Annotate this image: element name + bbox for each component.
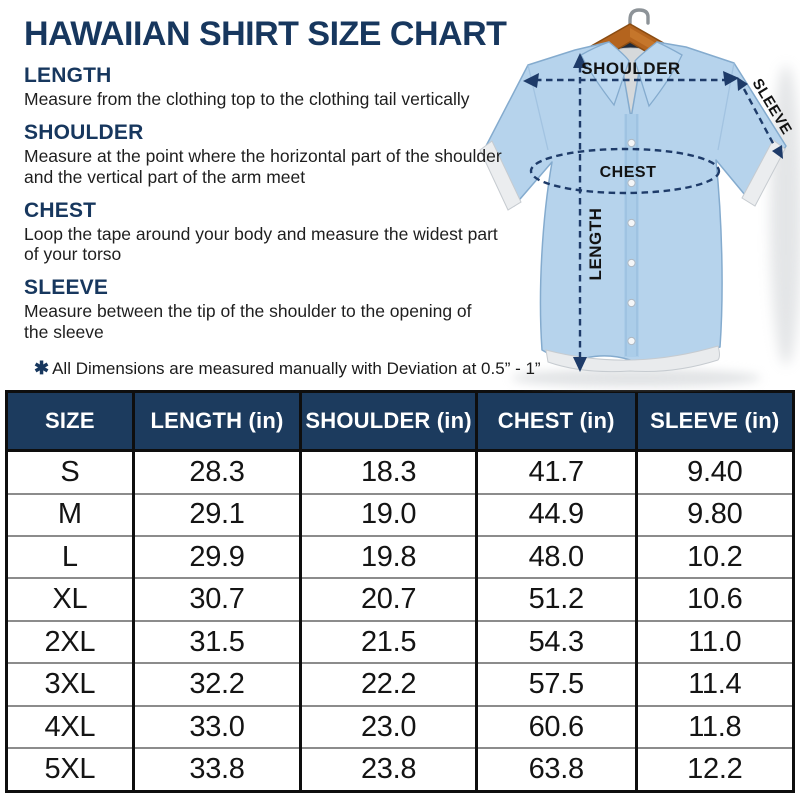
- table-row: 3XL 32.2 22.2 57.5 11.4: [6, 662, 794, 706]
- sleeve-cell: 10.6: [634, 577, 794, 621]
- table-row: 4XL 33.0 23.0 60.6 11.8: [6, 704, 794, 749]
- length-cell: 31.5: [131, 619, 301, 664]
- table-row: 5XL 33.8 23.8 63.8 12.2: [6, 747, 794, 792]
- shoulder-cell: 23.8: [299, 747, 477, 792]
- measure-guide: HAWAIIAN SHIRT SIZE CHART LENGTH Measure…: [24, 15, 541, 379]
- size-cell: 3XL: [6, 662, 134, 706]
- placket: [624, 114, 639, 357]
- size-cell: M: [6, 492, 134, 537]
- sleeve-cell: 11.8: [634, 704, 794, 749]
- chest-cell: 63.8: [474, 747, 637, 792]
- right-cuff: [741, 139, 786, 207]
- table-row: 2XL 31.5 21.5 54.3 11.0: [6, 619, 794, 664]
- chest-cell: 60.6: [474, 704, 637, 749]
- size-cell: L: [6, 535, 134, 579]
- length-arrow-up: [573, 53, 587, 68]
- length-arrow-down: [573, 357, 587, 372]
- sleeve-cell: 12.2: [634, 747, 794, 792]
- chest-cell: 44.9: [474, 492, 637, 537]
- chest-cell: 41.7: [474, 450, 637, 494]
- shoulder-cell: 18.3: [299, 450, 477, 494]
- sleeve-arrow-up: [737, 77, 748, 91]
- shirt-diagram: SHOULDER CHEST SLEEVE LENGTH: [479, 8, 800, 387]
- asterisk-icon: ✱: [34, 358, 50, 379]
- table-row: L 29.9 19.8 48.0 10.2: [6, 535, 794, 579]
- shoulder-cell: 19.8: [299, 535, 477, 579]
- size-cell: 4XL: [6, 704, 134, 749]
- length-cell: 28.3: [131, 450, 301, 494]
- length-cell: 30.7: [131, 577, 301, 621]
- size-cell: 2XL: [6, 619, 134, 664]
- table-header-row: SIZE LENGTH (in) SHOULDER (in) CHEST (in…: [6, 391, 794, 452]
- chest-description: Loop the tape around your body and measu…: [24, 223, 498, 265]
- collar-left: [580, 41, 630, 107]
- size-cell: 5XL: [6, 747, 134, 792]
- length-cell: 33.8: [131, 747, 301, 792]
- col-header-sleeve: SLEEVE (in): [634, 391, 794, 452]
- shoulder-cell: 19.0: [299, 492, 477, 537]
- table-row: XL 30.7 20.7 51.2 10.6: [6, 577, 794, 621]
- shoulder-term: SHOULDER: [24, 121, 144, 145]
- measurement-lines: [529, 66, 777, 360]
- shirt-illustration: SHOULDER CHEST SLEEVE LENGTH: [478, 0, 800, 392]
- shoulder-cell: 21.5: [299, 619, 477, 664]
- sleeve-arrow-down: [772, 145, 783, 159]
- shadow-bottom: [511, 369, 761, 387]
- chest-ellipse: [529, 147, 721, 195]
- chest-cell: 51.2: [474, 577, 637, 621]
- chest-cell: 54.3: [474, 619, 637, 664]
- col-header-chest: CHEST (in): [474, 391, 637, 452]
- shoulder-description: Measure at the point where the horizonta…: [24, 146, 502, 187]
- shoulder-cell: 23.0: [299, 704, 477, 749]
- shoulder-arrow-left: [523, 73, 539, 88]
- sleeve-description: Measure between the tip of the shoulder …: [24, 300, 472, 342]
- shoulder-arrow-right: [723, 71, 739, 86]
- chest-term: CHEST: [24, 198, 97, 222]
- sleeve-cell: 9.80: [634, 492, 794, 537]
- sleeve-cell: 10.2: [634, 535, 794, 579]
- length-cell: 29.9: [131, 535, 301, 579]
- col-header-shoulder: SHOULDER (in): [299, 391, 477, 452]
- collar-right: [634, 41, 683, 108]
- sleeve-cell: 9.40: [634, 450, 794, 494]
- left-cuff: [479, 140, 522, 211]
- table-row: M 29.1 19.0 44.9 9.80: [6, 492, 794, 537]
- hem-lining: [545, 345, 720, 373]
- hanger-hook-icon: [628, 8, 650, 34]
- deviation-note: ✱ All Dimensions are measured manually w…: [34, 358, 541, 379]
- shoulder-label: SHOULDER: [581, 59, 680, 78]
- buttons: [627, 138, 636, 346]
- sleeve-cell: 11.0: [634, 619, 794, 664]
- chest-cell: 57.5: [474, 662, 637, 706]
- deviation-note-text: All Dimensions are measured manually wit…: [52, 359, 541, 379]
- size-table: SIZE LENGTH (in) SHOULDER (in) CHEST (in…: [5, 390, 795, 793]
- shoulder-cell: 20.7: [299, 577, 477, 621]
- col-header-size: SIZE: [6, 391, 134, 452]
- placket-seams: [625, 114, 638, 356]
- length-cell: 33.0: [131, 704, 301, 749]
- length-cell: 29.1: [131, 492, 301, 537]
- chest-label: CHEST: [600, 164, 657, 181]
- length-cell: 32.2: [131, 662, 301, 706]
- size-cell: XL: [6, 577, 134, 621]
- size-cell: S: [6, 450, 134, 494]
- shoulder-cell: 22.2: [299, 662, 477, 706]
- chest-cell: 48.0: [474, 535, 637, 579]
- length-description: Measure from the clothing top to the clo…: [24, 89, 470, 110]
- sleeve-cell: 11.4: [634, 662, 794, 706]
- col-header-length: LENGTH (in): [131, 391, 301, 452]
- sleeve-term: SLEEVE: [24, 275, 109, 299]
- page-title: HAWAIIAN SHIRT SIZE CHART: [24, 15, 507, 53]
- arrowheads: [523, 53, 783, 372]
- length-term: LENGTH: [24, 64, 112, 88]
- length-label: LENGTH: [586, 208, 605, 281]
- table-row: S 28.3 18.3 41.7 9.40: [6, 450, 794, 494]
